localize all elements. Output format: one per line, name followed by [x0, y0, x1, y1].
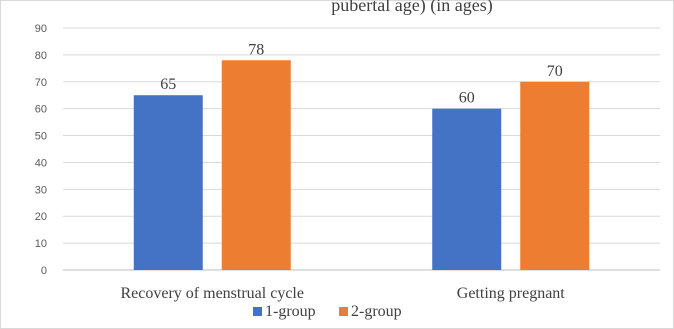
y-tick-label: 30	[35, 184, 47, 196]
bar-2-group-2	[520, 81, 590, 271]
y-tick-label: 60	[35, 104, 47, 116]
axis-layer: 0 10 20 30 40 50 60 70 80 90 Recovery of menstrual…	[35, 23, 660, 302]
y-tick-label: 80	[35, 50, 47, 62]
legend-label: 2-group	[351, 303, 402, 320]
y-tick-label: 10	[35, 238, 47, 250]
y-tick-label: 0	[41, 265, 47, 277]
x-category-label: Recovery of menstrual cycle	[121, 285, 304, 302]
bar-1-group-1	[133, 95, 203, 270]
bar-1-group-2	[432, 108, 502, 271]
bar-layer	[133, 60, 590, 271]
legend-swatch	[339, 307, 348, 316]
x-category-label: Getting pregnant	[457, 285, 566, 302]
bar-2-group-1	[221, 60, 291, 271]
y-tick-label: 70	[35, 77, 47, 89]
data-label: 65	[160, 76, 176, 93]
title-layer: pubertal age) (in ages)	[331, 0, 492, 16]
y-tick-label: 90	[35, 23, 47, 35]
data-label: 78	[248, 41, 264, 58]
legend-swatch	[253, 307, 262, 316]
data-label: 70	[547, 63, 563, 80]
legend: 1-group 2-group	[253, 303, 402, 320]
data-label: 60	[459, 90, 475, 107]
label-layer: 65 78 60 70	[160, 41, 563, 106]
y-tick-label: 20	[35, 211, 47, 223]
legend-label: 1-group	[265, 303, 316, 320]
y-tick-label: 50	[35, 131, 47, 143]
chart-title: pubertal age) (in ages)	[331, 0, 492, 16]
y-tick-label: 40	[35, 157, 47, 169]
